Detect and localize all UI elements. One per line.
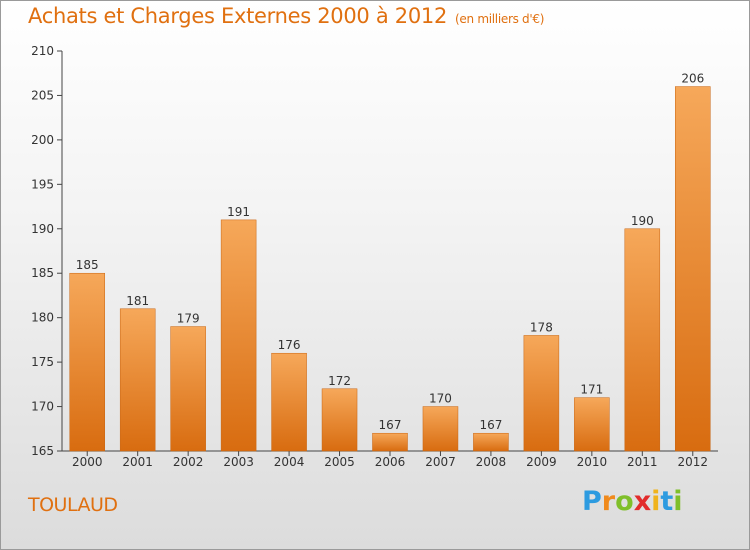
bar <box>372 432 408 452</box>
bar-value-label: 206 <box>681 72 704 86</box>
bar <box>675 86 711 452</box>
logo-letter: i <box>673 486 683 517</box>
y-tick-label: 200 <box>31 133 54 147</box>
bar <box>624 228 661 452</box>
logo-letter: i <box>651 486 661 517</box>
x-tick-label: 2008 <box>476 455 507 469</box>
y-tick-label: 210 <box>31 44 54 58</box>
y-tick-label: 195 <box>31 177 54 191</box>
x-tick-label: 2005 <box>324 455 355 469</box>
y-tick-label: 165 <box>31 444 54 458</box>
x-tick-label: 2011 <box>627 455 658 469</box>
bar <box>574 397 610 452</box>
bar-value-label: 170 <box>429 392 452 406</box>
logo-letter: r <box>601 486 616 517</box>
x-tick-label: 2003 <box>223 455 254 469</box>
y-tick-label: 180 <box>31 311 54 325</box>
x-tick-label: 2009 <box>526 455 557 469</box>
bar <box>271 352 307 452</box>
bar-value-label: 190 <box>631 214 654 228</box>
bar-value-label: 167 <box>379 418 402 432</box>
bar-value-label: 176 <box>278 338 301 352</box>
bar <box>220 219 257 452</box>
bar-value-label: 179 <box>177 312 200 326</box>
bar <box>321 388 358 452</box>
bar <box>422 406 459 452</box>
y-tick-label: 175 <box>31 355 54 369</box>
y-tick-label: 205 <box>31 88 54 102</box>
y-tick-label: 170 <box>31 400 54 414</box>
bar <box>523 335 560 452</box>
bar-value-label: 167 <box>479 418 502 432</box>
x-tick-label: 2000 <box>72 455 103 469</box>
chart-unit: (en milliers d'€) <box>455 12 545 26</box>
bar-value-label: 181 <box>126 294 149 308</box>
y-tick-label: 190 <box>31 222 54 236</box>
x-tick-label: 2002 <box>173 455 204 469</box>
y-tick-label: 185 <box>31 266 54 280</box>
proxiti-logo: Proxiti <box>582 486 683 517</box>
bar <box>170 326 206 452</box>
bar-value-label: 185 <box>76 258 99 272</box>
logo-letter: t <box>660 486 674 517</box>
x-tick-label: 2010 <box>577 455 608 469</box>
bar-value-label: 178 <box>530 320 553 334</box>
bar-value-label: 171 <box>580 383 603 397</box>
bar-value-label: 172 <box>328 374 351 388</box>
chart-title-text: Achats et Charges Externes 2000 à 2012 <box>28 4 448 28</box>
logo-letter: x <box>633 486 652 517</box>
x-tick-label: 2001 <box>122 455 153 469</box>
x-tick-label: 2012 <box>677 455 708 469</box>
logo-letter: P <box>582 486 602 517</box>
x-tick-label: 2004 <box>274 455 305 469</box>
bar <box>119 308 156 452</box>
bar-value-label: 191 <box>227 205 250 219</box>
bar <box>69 272 105 452</box>
bar <box>473 432 509 452</box>
x-tick-label: 2006 <box>375 455 406 469</box>
logo-letter: o <box>615 486 634 517</box>
chart-title: Achats et Charges Externes 2000 à 2012 (e… <box>28 4 544 28</box>
x-tick-label: 2007 <box>425 455 456 469</box>
city-name: TOULAUD <box>28 494 118 516</box>
